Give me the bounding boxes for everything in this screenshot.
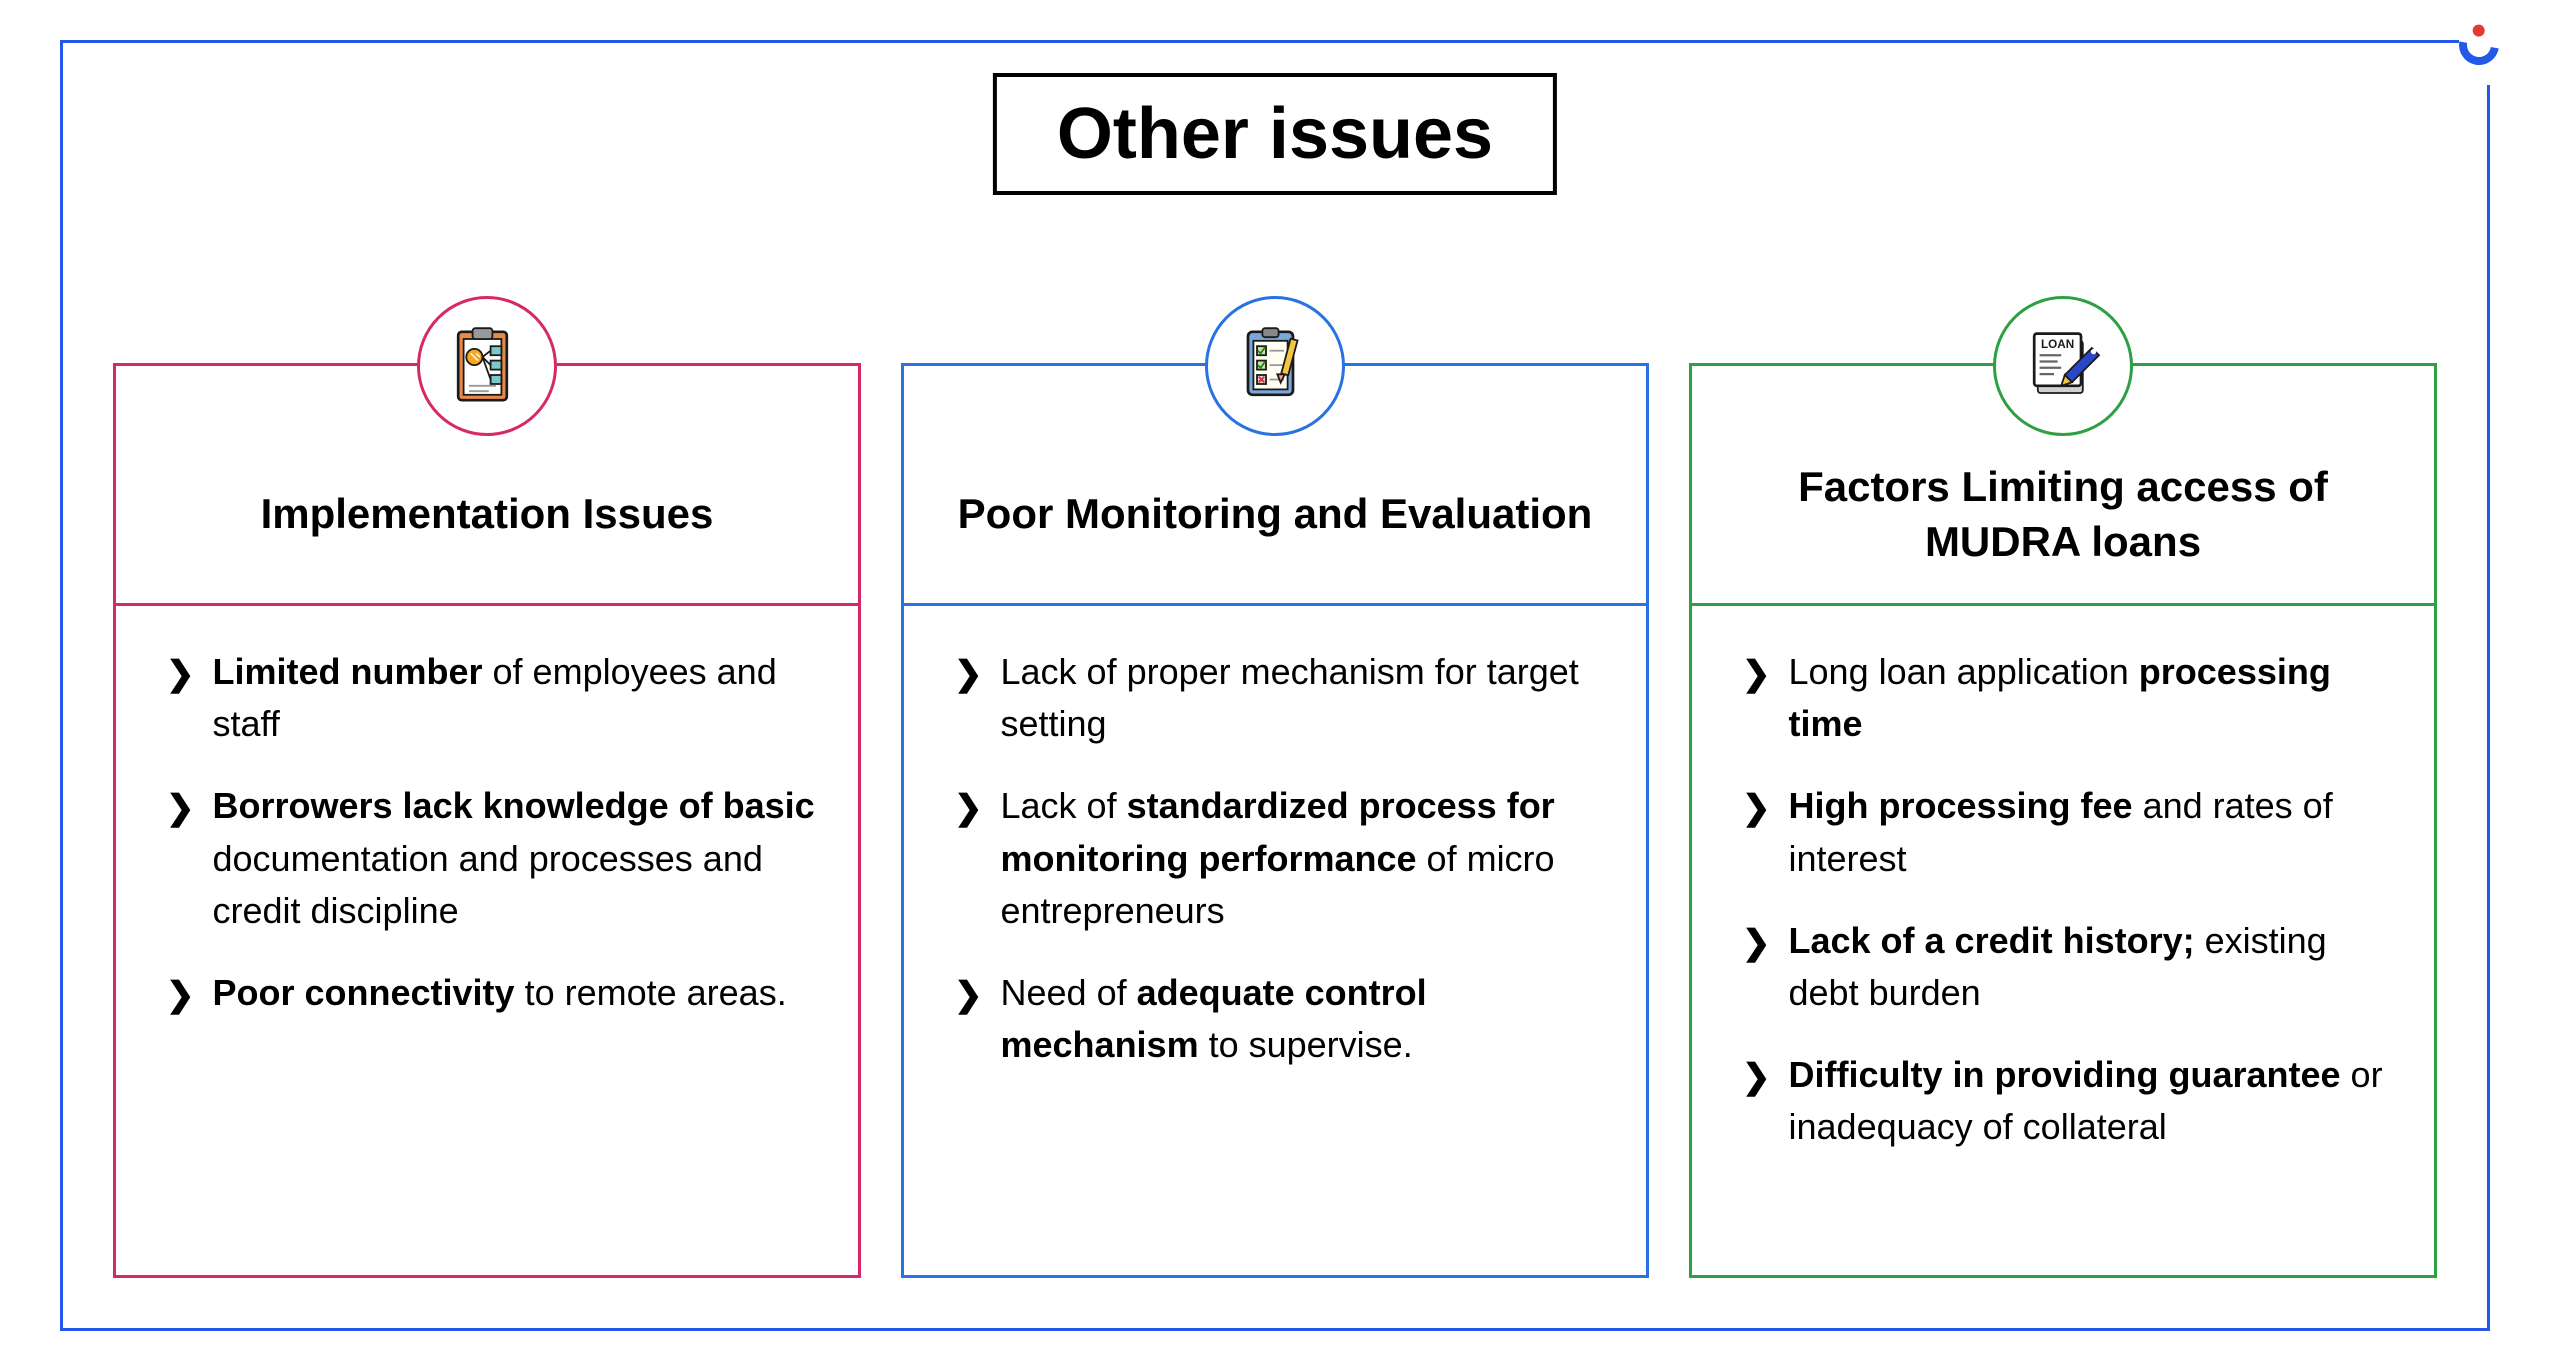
checklist-pencil-icon: [1230, 321, 1320, 411]
card-body: ❯ Limited number of employees and staff ❯ B…: [116, 606, 858, 1090]
card: LOAN Factors Limiting access of MUDRA lo…: [1689, 283, 2437, 1278]
bullet-text: Need of adequate control mechanism to su…: [1001, 967, 1607, 1071]
card-border: Poor Monitoring and Evaluation ❯ Lack of p…: [901, 363, 1649, 1278]
card-title: Poor Monitoring and Evaluation: [958, 487, 1593, 542]
bullet-item: ❯ Lack of standardized process for monito…: [954, 780, 1606, 937]
logo-swoosh-icon: [2451, 17, 2507, 73]
bullet-item: ❯ Difficulty in providing guarantee or in…: [1742, 1049, 2394, 1153]
bullet-text: Poor connectivity to remote areas.: [213, 967, 787, 1019]
logo-badge: [2459, 25, 2519, 85]
bullet-item: ❯ Borrowers lack knowledge of basic docum…: [166, 780, 818, 937]
bullet-text: High processing fee and rates of interes…: [1789, 780, 2395, 884]
card-icon-circle: [417, 296, 557, 436]
outer-frame: Other issues Implementation Issues ❯ Limit…: [60, 40, 2490, 1331]
card-icon-circle: [1205, 296, 1345, 436]
title-box: Other issues: [993, 73, 1557, 195]
bullet-text: Lack of standardized process for monitor…: [1001, 780, 1607, 937]
card-border: LOAN Factors Limiting access of MUDRA lo…: [1689, 363, 2437, 1278]
svg-text:LOAN: LOAN: [2041, 338, 2074, 351]
card-body: ❯ Lack of proper mechanism for target set…: [904, 606, 1646, 1141]
bullet-item: ❯ Lack of proper mechanism for target set…: [954, 646, 1606, 750]
bullet-item: ❯ High processing fee and rates of intere…: [1742, 780, 2394, 884]
bullet-text: Lack of proper mechanism for target sett…: [1001, 646, 1607, 750]
bullet-item: ❯ Lack of a credit history; existing debt…: [1742, 915, 2394, 1019]
bullet-item: ❯ Need of adequate control mechanism to s…: [954, 967, 1606, 1071]
card-title: Factors Limiting access of MUDRA loans: [1722, 460, 2404, 569]
chevron-right-icon: ❯: [166, 784, 195, 833]
chevron-right-icon: ❯: [954, 650, 983, 699]
main-title: Other issues: [1057, 93, 1493, 175]
bullet-text: Lack of a credit history; existing debt …: [1789, 915, 2395, 1019]
logo-dot-icon: [2470, 22, 2487, 39]
card: Poor Monitoring and Evaluation ❯ Lack of p…: [901, 283, 1649, 1278]
card-icon-circle: LOAN: [1993, 296, 2133, 436]
loan-doc-icon: LOAN: [2018, 321, 2108, 411]
bullet-text: Difficulty in providing guarantee or ina…: [1789, 1049, 2395, 1153]
card-body: ❯ Long loan application processing time ❯ H…: [1692, 606, 2434, 1224]
chevron-right-icon: ❯: [166, 650, 195, 699]
bullet-text: Limited number of employees and staff: [213, 646, 819, 750]
card-title: Implementation Issues: [261, 487, 714, 542]
card-border: Implementation Issues ❯ Limited number of …: [113, 363, 861, 1278]
chevron-right-icon: ❯: [1742, 1053, 1771, 1102]
card: Implementation Issues ❯ Limited number of …: [113, 283, 861, 1278]
bullet-item: ❯ Poor connectivity to remote areas.: [166, 967, 818, 1020]
chevron-right-icon: ❯: [1742, 919, 1771, 968]
chevron-right-icon: ❯: [954, 971, 983, 1020]
chevron-right-icon: ❯: [1742, 650, 1771, 699]
clipboard-flow-icon: [442, 321, 532, 411]
cards-row: Implementation Issues ❯ Limited number of …: [113, 283, 2437, 1278]
bullet-item: ❯ Limited number of employees and staff: [166, 646, 818, 750]
bullet-item: ❯ Long loan application processing time: [1742, 646, 2394, 750]
chevron-right-icon: ❯: [954, 784, 983, 833]
chevron-right-icon: ❯: [166, 971, 195, 1020]
bullet-text: Long loan application processing time: [1789, 646, 2395, 750]
bullet-text: Borrowers lack knowledge of basic docume…: [213, 780, 819, 937]
chevron-right-icon: ❯: [1742, 784, 1771, 833]
